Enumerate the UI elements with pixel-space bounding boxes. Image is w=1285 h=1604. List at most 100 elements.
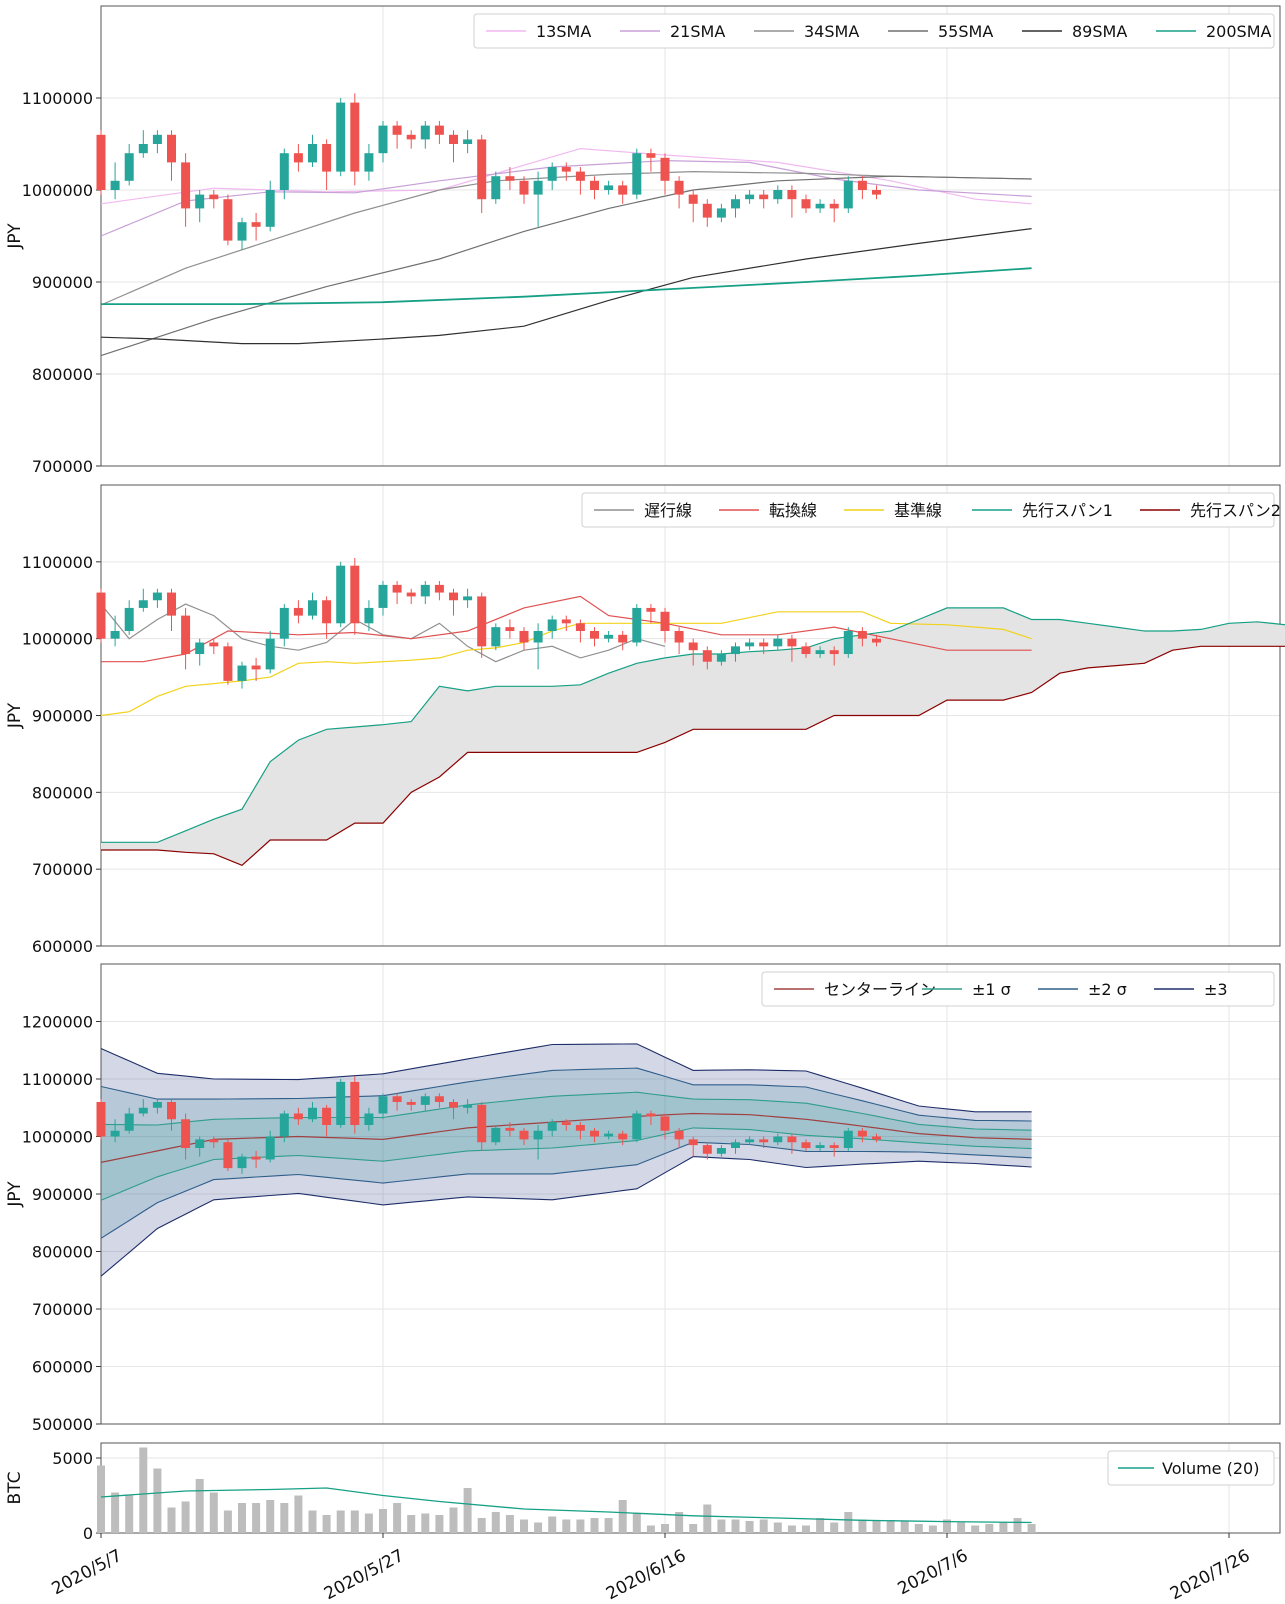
candle-body [209,1139,219,1143]
y-tick-label: 5000 [52,1449,93,1468]
candle-body [660,157,670,181]
volume-bar [661,1524,669,1533]
candle-body [322,600,332,624]
ichimoku-line [101,595,1032,663]
candle-body [731,199,740,209]
candle-body [336,1081,346,1125]
candle-body [745,1139,755,1143]
volume-bar [632,1513,641,1533]
candle-body [519,180,529,195]
legend-label: 55SMA [938,22,993,41]
candle-body [674,630,684,643]
volume-bar [816,1518,825,1533]
band-fill [101,1068,1032,1239]
candle-body [406,592,416,597]
volume-bar [125,1495,134,1533]
legend-label: 基準線 [894,501,942,520]
candle-body [731,1142,740,1148]
candle-body [265,190,275,227]
candle-body [434,584,444,593]
y-tick-label: 1200000 [22,1013,93,1032]
candle-body [660,1116,670,1131]
panel-frame [100,5,1281,467]
y-tick-label: 1000000 [22,1128,93,1147]
volume-bar [364,1513,373,1533]
candle-body [561,167,571,172]
candle-body [702,650,712,662]
ichimoku-line [101,645,1285,866]
candle-body [519,1130,529,1140]
volume-bar [900,1521,909,1533]
candle-body [308,144,317,163]
y-axis-label: JPY [5,702,25,729]
volume-ma-line [100,1487,1032,1524]
candle-body [223,646,233,681]
y-tick-label: 800000 [32,1243,93,1262]
candle-body [829,203,839,209]
candle-body [181,1119,191,1148]
y-tick-label: 900000 [32,707,93,726]
candle-body [138,600,148,608]
y-tick-label: 500000 [32,1415,93,1434]
candle-body [110,1130,120,1137]
candle-body [773,1136,783,1143]
volume-bar [223,1510,232,1533]
candle-body [843,1130,853,1148]
candle-body [477,1104,487,1143]
volume-bar [534,1522,543,1533]
legend-label: 89SMA [1072,22,1127,41]
volume-bar [294,1495,303,1533]
candle-body [660,611,670,631]
volume-bar [252,1503,261,1533]
candle-body [491,627,501,647]
candle-body [96,1102,106,1137]
candle-body [350,1081,360,1125]
candle-body [124,607,134,631]
candle-body [152,592,162,601]
legend-box [761,971,1275,1007]
candle-body [505,627,515,631]
legend-box [473,13,1275,49]
legend-label: センターライン [824,980,936,999]
legend-label: 遅行線 [644,501,692,520]
volume-bar [111,1492,120,1533]
candle-body [322,1107,332,1125]
x-tick-label: 2020/7/26 [1167,1546,1253,1600]
volume-bar [971,1525,980,1533]
candle-body [773,638,783,647]
y-tick-label: 800000 [32,783,93,802]
candle-body [293,607,303,616]
volume-bar [308,1510,317,1533]
volume-bar [914,1524,923,1533]
x-tick-label: 2020/5/27 [321,1546,407,1600]
candle-body [618,634,628,643]
kumo-cloud [101,607,1285,866]
candle-body [815,650,825,655]
candle-body [449,592,458,601]
candle-body [590,180,599,190]
candle-body [350,102,360,172]
volume-bar [999,1522,1008,1533]
candle-body [759,1139,769,1143]
candle-body [632,1113,642,1140]
candle-body [801,646,811,655]
legend-label: ±2 σ [1088,980,1127,999]
candle-body [152,134,162,144]
candle-body [96,134,106,190]
candle-body [857,630,867,639]
candle-body [745,642,755,647]
sma-line [101,267,1032,305]
candle-body [237,222,247,241]
volume-bar [802,1525,810,1533]
candle-body [96,592,106,639]
candle-body [420,1096,430,1105]
candle-body [251,665,261,670]
legend-label: 先行スパン2 [1190,501,1281,520]
y-tick-label: 1000000 [22,630,93,649]
y-tick-label: 700000 [32,1300,93,1319]
candle-body [773,190,783,200]
candle-body [406,1102,416,1105]
volume-bar [985,1524,994,1533]
candle-body [378,1096,388,1114]
y-tick-label: 900000 [32,273,93,292]
